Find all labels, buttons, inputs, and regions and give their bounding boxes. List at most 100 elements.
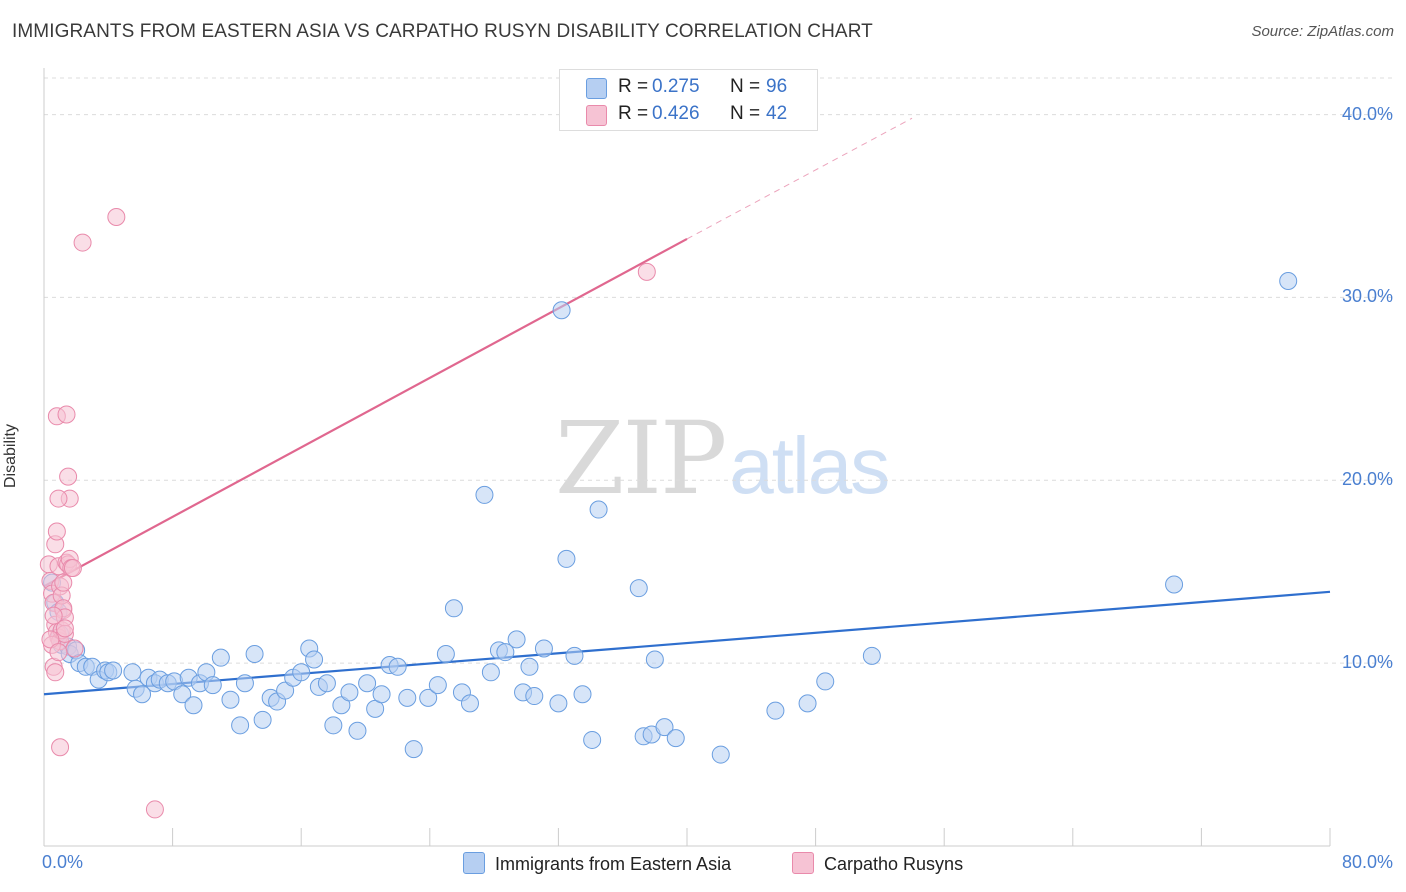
r-value: 0.426 <box>652 103 700 124</box>
point-eastern-asia <box>324 716 343 735</box>
point-eastern-asia <box>133 685 152 704</box>
y-axis-label: Disability <box>2 423 19 489</box>
point-eastern-asia <box>372 685 391 704</box>
point-eastern-asia <box>398 688 417 707</box>
point-carpatho-rusyn <box>51 738 70 757</box>
y-tick-label: 10.0% <box>1341 652 1393 673</box>
point-eastern-asia <box>496 643 515 662</box>
gridlines <box>44 77 1392 664</box>
point-eastern-asia <box>655 718 674 737</box>
legend-item-carpatho-rusyns: Carpatho Rusyns <box>792 852 963 875</box>
n-value: 96 <box>766 76 788 97</box>
n-label: N = <box>730 103 761 124</box>
point-eastern-asia <box>565 646 584 665</box>
point-eastern-asia <box>388 657 407 676</box>
point-eastern-asia <box>305 650 324 669</box>
point-eastern-asia <box>549 694 568 713</box>
x-tick-label-min: 0.0% <box>42 852 84 872</box>
point-eastern-asia <box>404 740 423 759</box>
point-carpatho-rusyn <box>145 800 164 819</box>
point-eastern-asia <box>552 301 571 320</box>
point-eastern-asia <box>666 729 685 748</box>
point-eastern-asia <box>245 645 264 663</box>
point-carpatho-rusyn <box>65 639 84 658</box>
point-eastern-asia <box>253 710 272 729</box>
point-carpatho-rusyn <box>44 606 63 625</box>
point-eastern-asia <box>525 687 544 706</box>
chart-title: IMMIGRANTS FROM EASTERN ASIA VS CARPATHO… <box>12 21 873 42</box>
point-eastern-asia <box>104 661 123 680</box>
point-eastern-asia <box>184 696 203 715</box>
point-eastern-asia <box>1165 575 1184 594</box>
point-eastern-asia <box>475 485 494 504</box>
point-carpatho-rusyn <box>637 262 656 281</box>
point-eastern-asia <box>766 701 785 720</box>
point-carpatho-rusyn <box>59 467 78 486</box>
point-eastern-asia <box>317 674 336 693</box>
point-eastern-asia <box>340 683 359 702</box>
point-eastern-asia <box>123 663 142 682</box>
x-tick-label-max: 80.0% <box>1341 852 1393 872</box>
point-carpatho-rusyn <box>49 643 68 662</box>
point-carpatho-rusyn <box>49 489 68 508</box>
r-label: R = <box>618 76 649 97</box>
point-carpatho-rusyn <box>107 207 126 226</box>
r-value: 0.275 <box>652 76 700 97</box>
point-carpatho-rusyn <box>57 405 76 424</box>
point-eastern-asia <box>816 672 835 691</box>
n-label: N = <box>730 76 761 97</box>
point-carpatho-rusyn <box>73 233 92 252</box>
point-eastern-asia <box>798 694 817 713</box>
n-value: 42 <box>766 103 788 124</box>
trend-line-eastern-asia <box>43 590 1331 696</box>
point-carpatho-rusyn <box>46 663 65 682</box>
pink-swatch <box>792 852 814 874</box>
point-eastern-asia <box>436 645 455 663</box>
point-eastern-asia <box>348 721 367 740</box>
legend-item-immigrants-eastern-asia: Immigrants from Eastern Asia <box>463 852 731 875</box>
pink-swatch <box>586 105 607 126</box>
point-eastern-asia <box>173 685 192 704</box>
trend-line-carpatho-rusyn <box>43 237 688 588</box>
r-label: R = <box>618 103 649 124</box>
y-tick-label: 20.0% <box>1341 469 1393 490</box>
source-label: Source: ZipAtlas.com <box>1251 23 1394 40</box>
point-carpatho-rusyn <box>47 522 66 541</box>
point-eastern-asia <box>428 676 447 695</box>
point-carpatho-rusyn <box>55 619 74 638</box>
point-eastern-asia <box>862 646 881 665</box>
point-eastern-asia <box>235 674 254 693</box>
point-eastern-asia <box>1279 271 1298 290</box>
data-points <box>39 207 1298 819</box>
y-tick-label: 30.0% <box>1341 286 1393 307</box>
point-carpatho-rusyn <box>54 573 73 592</box>
y-tick-label: 40.0% <box>1341 103 1393 124</box>
point-eastern-asia <box>221 690 240 709</box>
point-eastern-asia <box>292 663 311 682</box>
point-eastern-asia <box>573 685 592 704</box>
point-eastern-asia <box>583 730 602 749</box>
correlation-legend: R = 0.275 N = 96 R = 0.426 N = 42 <box>559 69 818 131</box>
point-eastern-asia <box>276 681 295 700</box>
point-eastern-asia <box>534 639 553 658</box>
point-eastern-asia <box>629 579 648 598</box>
point-eastern-asia <box>419 688 438 707</box>
point-carpatho-rusyn <box>41 630 60 649</box>
blue-swatch <box>463 852 485 874</box>
point-eastern-asia <box>507 630 526 649</box>
point-eastern-asia <box>520 657 539 676</box>
axes <box>43 68 1331 847</box>
point-eastern-asia <box>358 674 377 693</box>
trend-extension-carpatho-rusyn <box>686 117 913 240</box>
point-eastern-asia <box>444 599 463 618</box>
point-eastern-asia <box>645 650 664 669</box>
point-eastern-asia <box>589 500 608 519</box>
point-eastern-asia <box>460 694 479 713</box>
point-eastern-asia <box>211 648 230 667</box>
blue-swatch <box>586 78 607 99</box>
point-carpatho-rusyn <box>63 559 82 578</box>
point-eastern-asia <box>203 676 222 695</box>
point-eastern-asia <box>557 549 576 568</box>
point-eastern-asia <box>481 663 500 682</box>
